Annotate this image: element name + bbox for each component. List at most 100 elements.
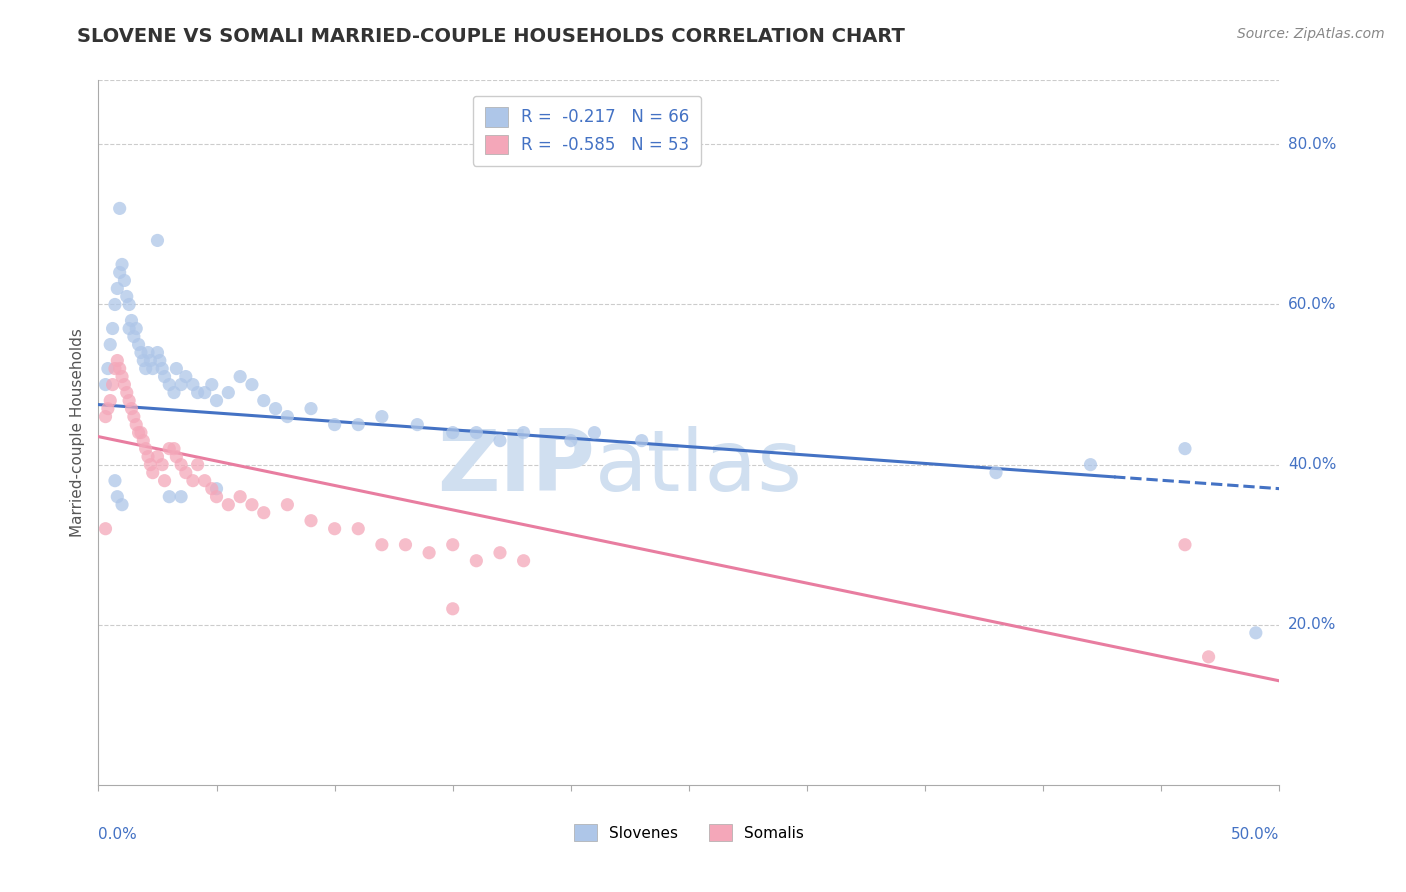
Text: atlas: atlas [595,426,803,509]
Point [194,474,217,488]
Point [112,377,135,392]
Point [136,450,159,464]
Point [347,522,370,536]
Point [489,434,512,448]
Point [1174,442,1197,456]
Y-axis label: Married-couple Households: Married-couple Households [69,328,84,537]
Point [253,506,276,520]
Point [98,393,121,408]
Point [165,361,187,376]
Point [146,234,169,248]
Point [371,409,394,424]
Point [97,361,120,376]
Text: 40.0%: 40.0% [1288,458,1336,472]
Point [94,409,117,424]
Point [441,538,464,552]
Point [512,554,534,568]
Point [125,417,148,432]
Point [371,538,394,552]
Point [205,490,228,504]
Point [984,466,1007,480]
Point [406,417,429,432]
Point [101,321,124,335]
Point [205,482,228,496]
Point [139,458,162,472]
Point [583,425,606,440]
Point [217,385,239,400]
Text: 60.0%: 60.0% [1288,297,1336,312]
Point [240,377,263,392]
Point [240,498,263,512]
Text: Source: ZipAtlas.com: Source: ZipAtlas.com [1237,27,1385,41]
Point [128,337,150,351]
Point [94,522,117,536]
Point [101,377,124,392]
Point [112,273,135,287]
Point [187,385,209,400]
Point [170,490,193,504]
Point [157,442,180,456]
Text: 0.0%: 0.0% [98,827,138,842]
Point [115,289,138,303]
Point [150,458,173,472]
Point [181,377,204,392]
Point [108,265,131,279]
Point [97,401,120,416]
Point [194,385,217,400]
Point [163,442,186,456]
Point [465,425,488,440]
Point [1244,625,1267,640]
Point [94,377,117,392]
Point [174,369,197,384]
Point [118,321,141,335]
Point [129,425,152,440]
Point [121,401,143,416]
Point [630,434,652,448]
Point [135,361,157,376]
Point [253,393,276,408]
Point [1198,649,1220,664]
Text: 20.0%: 20.0% [1288,617,1336,632]
Point [111,369,134,384]
Point [104,297,127,311]
Point [115,385,138,400]
Point [441,601,464,615]
Point [347,417,370,432]
Point [108,361,131,376]
Point [181,474,204,488]
Point [146,450,169,464]
Point [105,490,128,504]
Point [201,482,224,496]
Point [229,369,252,384]
Point [560,434,582,448]
Point [465,554,488,568]
Point [276,409,298,424]
Text: 80.0%: 80.0% [1288,136,1336,152]
Point [98,337,121,351]
Point [142,466,165,480]
Point [187,458,209,472]
Text: SLOVENE VS SOMALI MARRIED-COUPLE HOUSEHOLDS CORRELATION CHART: SLOVENE VS SOMALI MARRIED-COUPLE HOUSEHO… [77,27,905,45]
Point [111,498,134,512]
Point [1174,538,1197,552]
Point [118,297,141,311]
Point [163,385,186,400]
Point [129,345,152,359]
Point [512,425,534,440]
Point [153,474,176,488]
Point [229,490,252,504]
Point [139,353,162,368]
Point [142,361,165,376]
Point [157,377,180,392]
Point [170,377,193,392]
Text: ZIP: ZIP [437,426,595,509]
Point [489,546,512,560]
Point [104,361,127,376]
Point [128,425,150,440]
Point [201,377,224,392]
Point [205,393,228,408]
Point [125,321,148,335]
Point [418,546,440,560]
Point [104,474,127,488]
Point [122,409,145,424]
